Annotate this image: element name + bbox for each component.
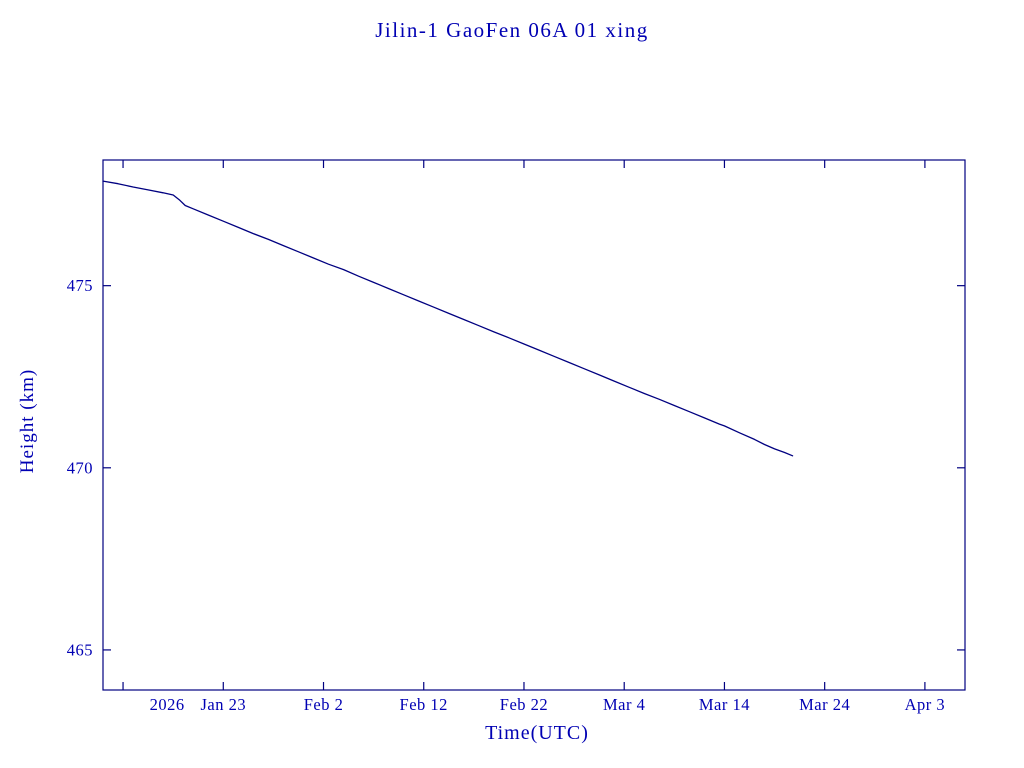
x-axis-label: Time(UTC): [485, 722, 589, 744]
x-tick-label: Mar 4: [603, 695, 645, 714]
x-tick-label: Mar 14: [699, 695, 750, 714]
y-tick-label: 475: [67, 276, 93, 295]
axes-box: [102, 159, 966, 691]
x-axis-year-label: 2026: [150, 695, 185, 714]
chart-title: Jilin-1 GaoFen 06A 01 xing: [375, 18, 649, 42]
x-tick-label: Jan 23: [200, 695, 246, 714]
x-tick-label: Feb 2: [304, 695, 344, 714]
x-tick-label: Feb 22: [500, 695, 548, 714]
y-tick-label: 470: [67, 458, 93, 477]
x-tick-label: Mar 24: [799, 695, 850, 714]
x-tick-label: Apr 3: [905, 695, 946, 714]
x-tick-label: Feb 12: [400, 695, 448, 714]
y-tick-label: 465: [67, 640, 93, 659]
height-series-line: [102, 180, 794, 457]
